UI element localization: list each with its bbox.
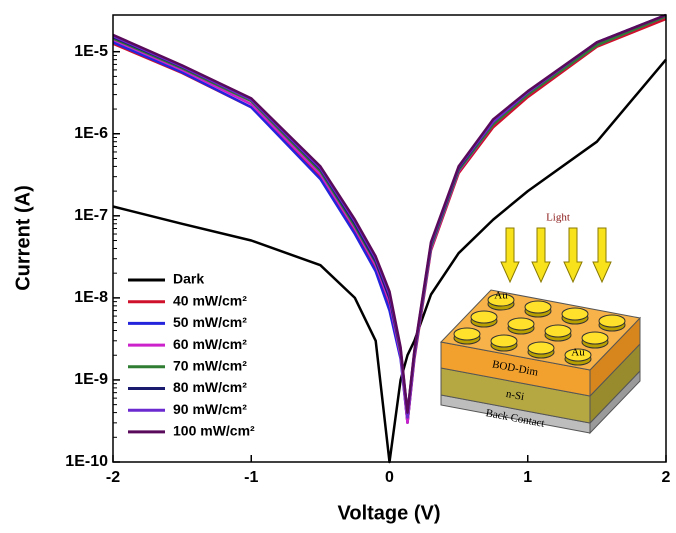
au-contact (508, 318, 534, 330)
x-tick-label: -2 (106, 469, 120, 486)
legend-label: Dark (173, 271, 204, 287)
light-arrow (532, 228, 550, 282)
au-contact (599, 315, 625, 327)
au-contact (528, 342, 554, 354)
legend-label: 100 mW/cm² (173, 423, 255, 439)
au-label: Au (571, 347, 585, 359)
x-tick-label: 1 (523, 469, 532, 486)
legend-label: 60 mW/cm² (173, 336, 247, 352)
legend-label: 40 mW/cm² (173, 292, 247, 308)
au-contact (545, 325, 571, 337)
au-contact (471, 311, 497, 323)
au-contact (491, 335, 517, 347)
x-tick-label: 2 (662, 469, 671, 486)
light-arrow (564, 228, 582, 282)
legend-label: 50 mW/cm² (173, 314, 247, 330)
light-label: Light (546, 212, 570, 224)
y-tick-label: 1E-9 (74, 371, 108, 388)
legend-label: 80 mW/cm² (173, 379, 247, 395)
au-contact (582, 332, 608, 344)
au-contact (525, 301, 551, 313)
x-tick-label: -1 (244, 469, 258, 486)
y-tick-label: 1E-8 (74, 289, 108, 306)
y-tick-label: 1E-10 (65, 453, 108, 470)
chart: Voltage (V) Current (A) -2 -1 0 1 2 1E-10 1E-9… (0, 0, 676, 528)
x-axis-title: Voltage (V) (338, 502, 441, 524)
y-tick-label: 1E-5 (74, 43, 108, 60)
y-axis-title: Current (A) (12, 185, 34, 291)
au-contact (454, 328, 480, 340)
y-tick-label: 1E-7 (74, 207, 108, 224)
x-tick-label: 0 (385, 469, 394, 486)
legend-label: 90 mW/cm² (173, 401, 247, 417)
legend-label: 70 mW/cm² (173, 358, 247, 374)
au-label: Au (494, 290, 508, 302)
y-tick-label: 1E-6 (74, 125, 108, 142)
au-contact (562, 308, 588, 320)
light-arrow (593, 228, 611, 282)
light-arrow (501, 228, 519, 282)
